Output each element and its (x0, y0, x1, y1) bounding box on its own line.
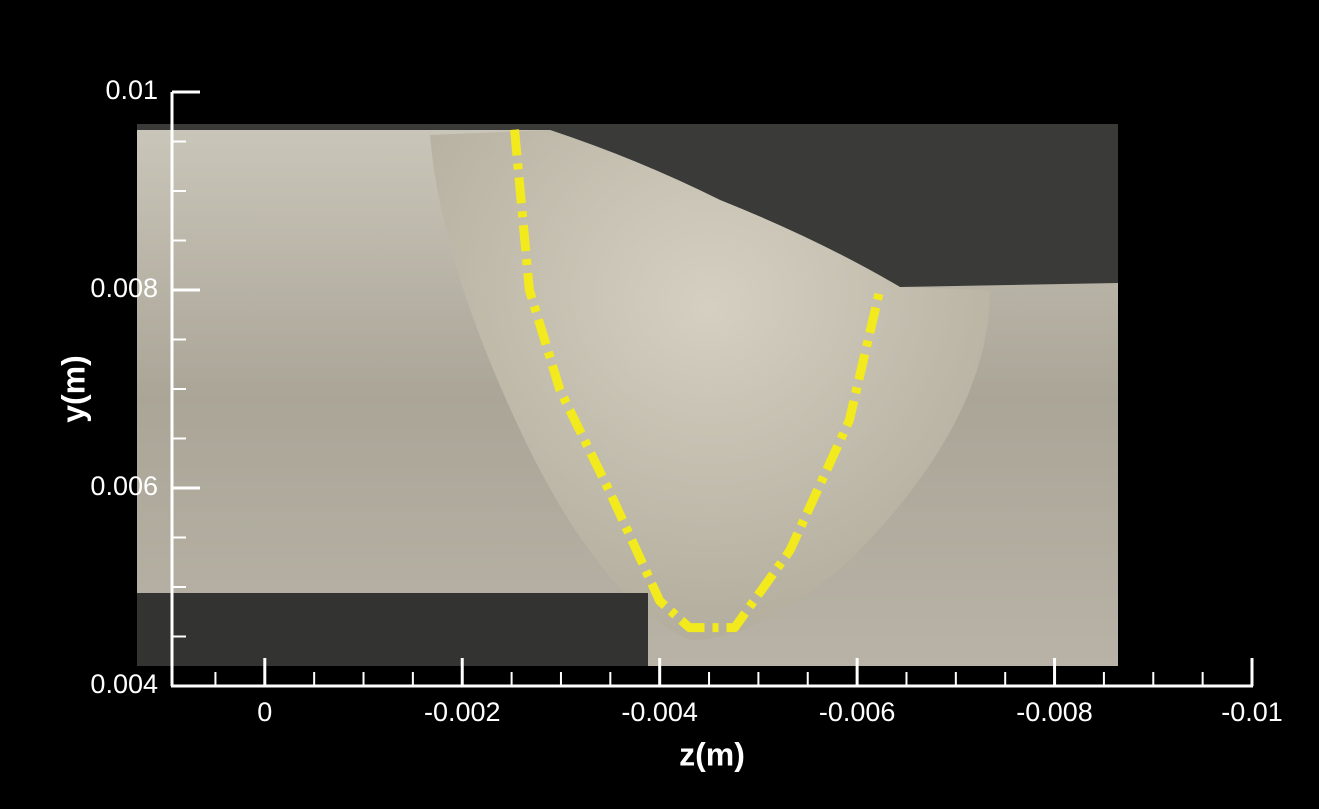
x-tick-label: -0.006 (819, 697, 896, 727)
chart: z(m) y(m) 0 -0.002 -0.004 -0.006 -0.008 -0.01… (0, 0, 1319, 809)
micrograph (137, 124, 1118, 666)
x-tick-label: -0.008 (1016, 697, 1093, 727)
y-tick-label: 0.008 (90, 273, 158, 303)
x-tick-label: -0.004 (621, 697, 698, 727)
y-tick-label: 0.006 (90, 471, 158, 501)
x-tick-label: -0.01 (1221, 697, 1283, 727)
y-tick-label: 0.01 (105, 75, 158, 105)
y-axis-title: y(m) (55, 355, 91, 423)
y-tick-label: 0.004 (90, 669, 158, 699)
x-axis-title: z(m) (679, 736, 745, 772)
x-tick-label: -0.002 (424, 697, 501, 727)
x-tick-label: 0 (257, 697, 272, 727)
